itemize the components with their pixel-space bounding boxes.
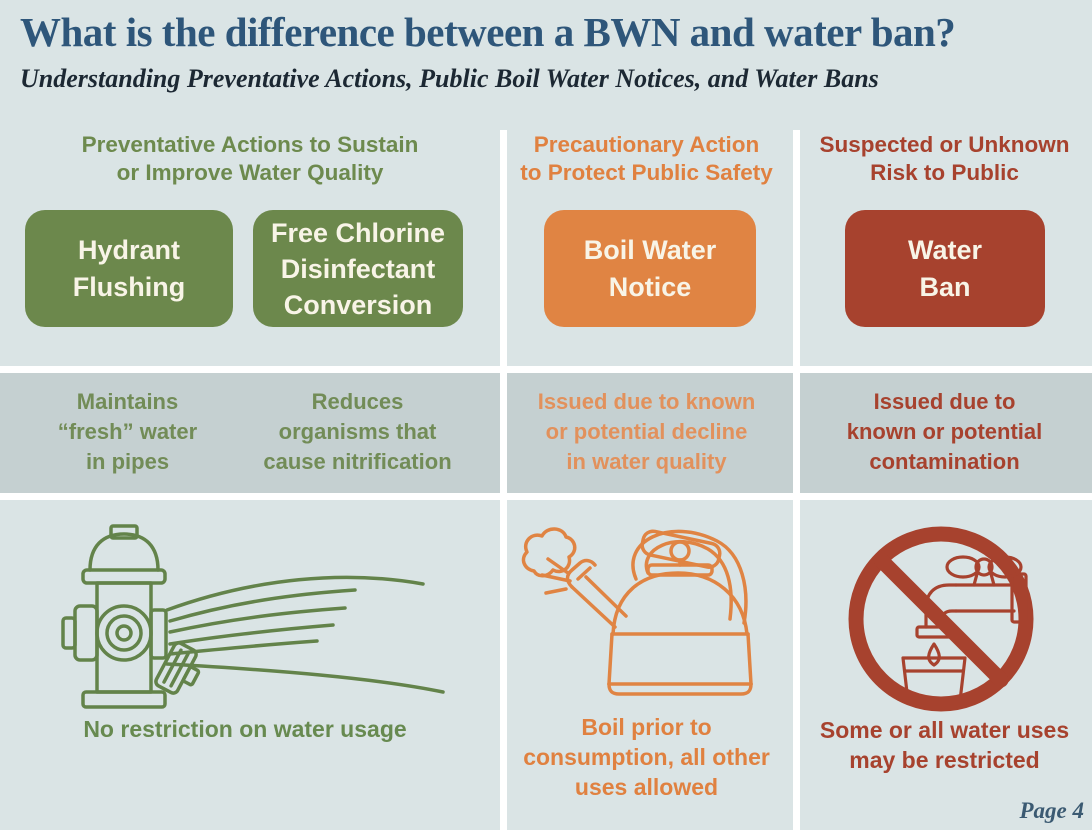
- column-header-preventative-actions: Preventative Actions to Sustain or Impro…: [81, 132, 419, 185]
- column-header-boil-water-notice: Precautionary Action to Protect Public S…: [520, 132, 773, 185]
- column-divider-2: [793, 130, 800, 830]
- kettle-icon: [521, 527, 753, 696]
- page-number: Page 4: [1019, 798, 1084, 823]
- column-header-water-ban: Suspected or Unknown Risk to Public: [819, 132, 1070, 185]
- fire-hydrant-icon: [61, 524, 445, 709]
- page-title: What is the difference between a BWN and…: [20, 9, 956, 55]
- caption-uses-restricted: Some or all water uses may be restricted: [819, 717, 1070, 773]
- band-top-divider: [0, 366, 1092, 373]
- band-text-ban-reason: Issued due to known or potential contami…: [846, 389, 1043, 474]
- caption-no-restriction: No restriction on water usage: [83, 716, 407, 742]
- middle-band: [0, 373, 1092, 493]
- page-bottom-edge: [0, 830, 1092, 834]
- boil-water-notice-box: Boil Water Notice: [544, 210, 756, 327]
- free-chlorine-conversion-box: Free Chlorine Disinfectant Conversion: [253, 210, 463, 327]
- water-ban-box: Water Ban: [845, 210, 1045, 327]
- no-water-faucet-icon: [848, 526, 1034, 712]
- page-subtitle: Understanding Preventative Actions, Publ…: [20, 64, 879, 93]
- hydrant-flushing-box: Hydrant Flushing: [25, 210, 233, 327]
- band-text-reduces-organisms: Reduces organisms that cause nitrificati…: [263, 389, 452, 474]
- band-bottom-divider: [0, 493, 1092, 500]
- column-divider-1: [500, 130, 507, 830]
- caption-boil-prior: Boil prior to consumption, all other use…: [523, 714, 770, 800]
- band-text-bwn-reason: Issued due to known or potential decline…: [537, 389, 756, 474]
- band-text-maintains-fresh-water: Maintains “fresh” water in pipes: [57, 389, 198, 474]
